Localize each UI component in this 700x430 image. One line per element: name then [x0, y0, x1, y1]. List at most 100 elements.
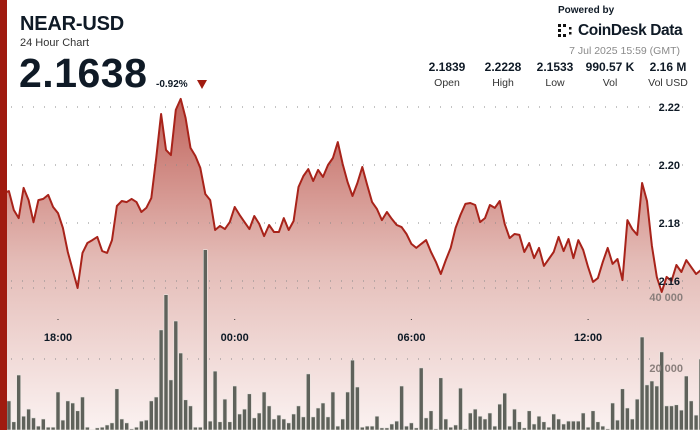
volume-bar — [183, 399, 188, 430]
stat-value: 2.1533 — [536, 60, 574, 74]
volume-bar — [305, 373, 311, 430]
volume-bar — [526, 410, 532, 430]
price-line — [3, 97, 700, 293]
symbol-title: NEAR-USD — [20, 13, 124, 35]
volume-bar — [26, 408, 31, 430]
stat-label: High — [492, 77, 514, 89]
stat-low: 2.1533 Low — [530, 60, 580, 89]
volume-bar — [310, 416, 316, 430]
volume-bar — [625, 407, 630, 430]
volume-bar — [340, 418, 346, 430]
powered-by-label: Powered by — [558, 5, 615, 16]
volume-bar — [153, 396, 159, 430]
volume-bar — [36, 425, 41, 430]
volume-bar — [423, 417, 429, 430]
volume-bar — [453, 424, 458, 430]
volume-bar — [438, 377, 444, 430]
volume-bar — [212, 370, 218, 430]
stat-value: 2.16 M — [649, 60, 687, 74]
stat-label: Low — [545, 77, 565, 89]
stat-high: 2.2228 High — [478, 60, 528, 89]
volume-bar — [492, 425, 498, 430]
gridline — [11, 106, 683, 108]
volume-bar — [227, 421, 233, 430]
accent-bar — [0, 0, 7, 430]
volume-bar — [507, 425, 512, 430]
volume-bar — [418, 367, 424, 430]
volume-bar — [355, 386, 360, 430]
volume-bar — [482, 418, 488, 430]
volume-bar — [575, 420, 581, 430]
volume-bar — [286, 422, 292, 430]
price-tick-label: 2.20 — [659, 160, 680, 172]
volume-bar — [114, 388, 120, 430]
stat-label: Vol — [602, 77, 618, 89]
volume-bar — [75, 410, 80, 430]
volume-bar — [561, 423, 566, 430]
volume-bar — [50, 426, 56, 430]
axis-labels: 2.22 2.20 2.18 2.16 40 000 20 000 18:00 00:00 06… — [44, 102, 683, 375]
price-change: -0.92% — [156, 79, 188, 90]
stat-vol: 990.57 K Vol — [580, 60, 640, 89]
volume-bar — [168, 379, 174, 430]
volume-bar — [6, 400, 12, 430]
volume-bar — [335, 425, 341, 430]
volume-bar — [40, 418, 46, 430]
volume-tick-label: 40 000 — [649, 292, 683, 304]
volume-bar — [65, 400, 71, 430]
volume-bar — [394, 420, 400, 430]
stat-vol-usd: 2.16 M Vol USD — [640, 60, 696, 89]
volume-bar — [571, 420, 576, 430]
x-tick-mark — [57, 319, 59, 320]
volume-bar — [198, 426, 203, 430]
volume-bar — [21, 415, 26, 430]
volume-bar — [644, 384, 650, 430]
volume-bar — [134, 426, 139, 430]
chart-subtitle: 24 Hour Chart — [20, 37, 90, 49]
volume-bar — [109, 422, 115, 430]
volume-bar — [693, 414, 699, 430]
volume-bar — [512, 408, 517, 430]
volume-bar — [325, 416, 331, 430]
volume-bar — [252, 417, 257, 430]
volume-bar — [428, 410, 434, 430]
volume-bar — [232, 385, 237, 430]
volume-bar — [16, 374, 22, 430]
volume-bar — [99, 426, 105, 430]
volume-bar — [600, 425, 606, 430]
price-tick-label: 2.16 — [659, 276, 680, 288]
volume-bar — [502, 392, 508, 430]
volume-bar — [683, 375, 689, 430]
volume-bar — [45, 426, 51, 430]
volume-bar — [654, 385, 660, 430]
gridline — [11, 222, 683, 224]
volume-bar — [536, 415, 542, 430]
volume-bar — [615, 419, 620, 430]
price-tick-label: 2.22 — [659, 102, 680, 114]
volume-bar — [70, 402, 75, 430]
volume-bar — [296, 405, 301, 430]
volume-bar — [188, 405, 193, 430]
current-price: 2.1638 — [19, 50, 148, 96]
volume-bar — [158, 329, 164, 430]
volume-bar — [679, 409, 684, 430]
volume-bar — [207, 420, 213, 430]
volume-bar — [590, 410, 596, 430]
volume-tick-label: 20 000 — [649, 363, 683, 375]
x-tick-mark — [587, 319, 589, 320]
triangle-down-icon — [197, 80, 207, 89]
volume-bar — [345, 391, 350, 430]
volume-bar — [458, 387, 463, 430]
volume-bar — [315, 407, 321, 430]
volume-bar — [639, 336, 645, 430]
volume-bar — [477, 415, 483, 430]
volume-bar — [119, 418, 125, 430]
volume-bar — [261, 391, 267, 430]
volume-bar — [271, 418, 277, 430]
volume-bar — [149, 400, 154, 430]
volume-bar — [620, 388, 625, 430]
coindesk-logo-icon — [558, 24, 572, 37]
volume-bar — [443, 418, 449, 430]
volume-bar — [276, 414, 282, 430]
volume-bar — [409, 422, 414, 430]
